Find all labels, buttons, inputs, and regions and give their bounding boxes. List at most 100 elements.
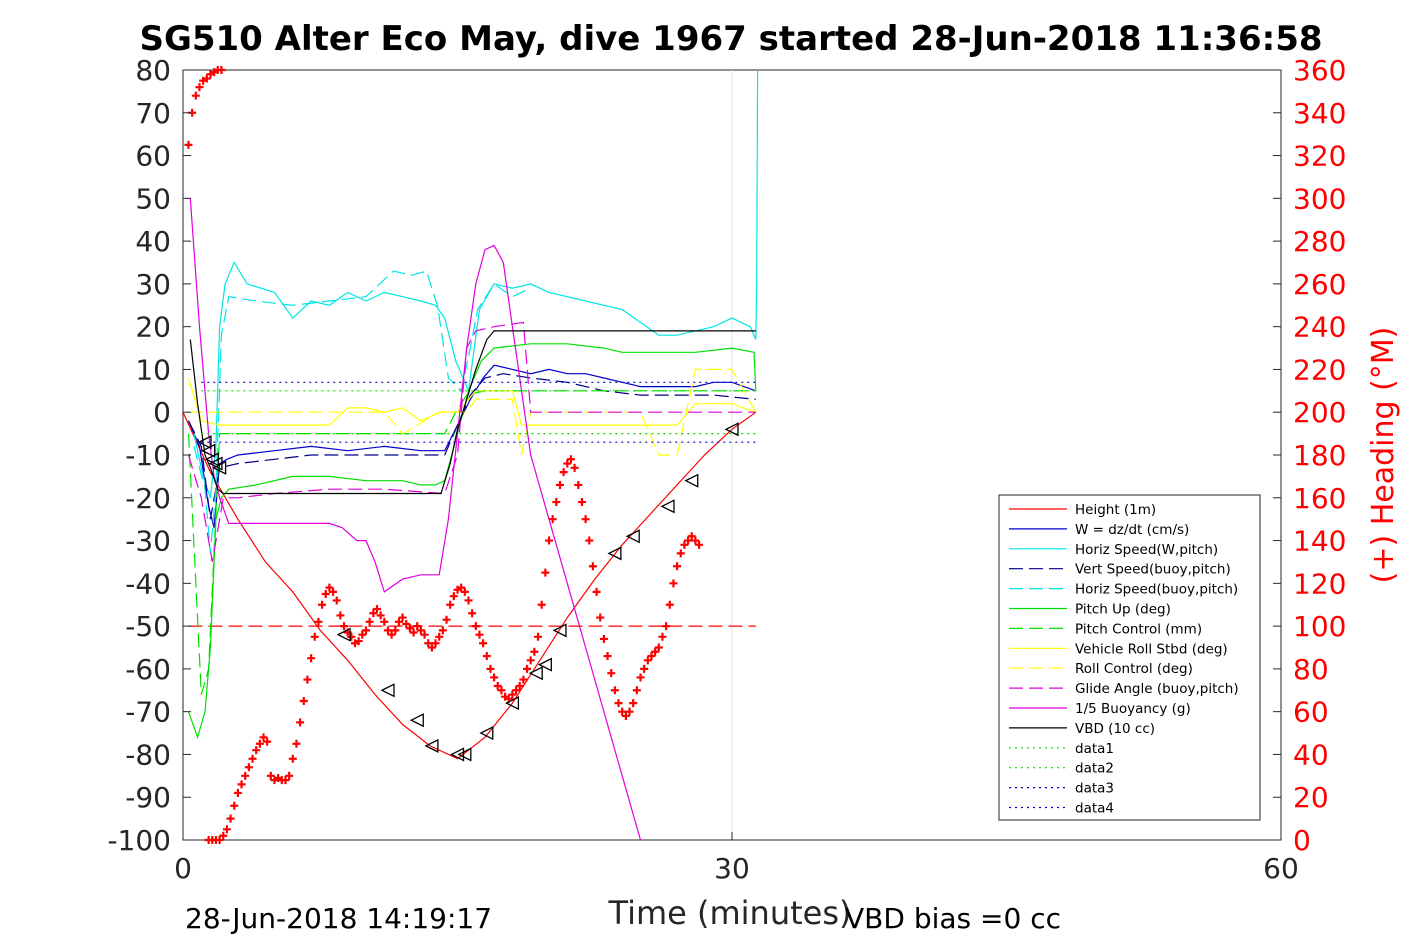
heading-point [195, 83, 204, 92]
heading-point [409, 628, 418, 637]
heading-point [394, 617, 403, 626]
heading-point [523, 664, 532, 673]
y-tick-label: 0 [153, 396, 171, 429]
legend-entry: data3 [1075, 781, 1114, 797]
y-tick-label: 70 [135, 97, 171, 130]
heading-point [545, 536, 553, 545]
y2-tick-label: 40 [1293, 738, 1329, 771]
heading-point [548, 515, 557, 524]
y-tick-label: -80 [125, 738, 171, 771]
heading-point [512, 686, 521, 695]
y-tick-label: 40 [135, 225, 171, 258]
legend-entry: 1/5 Buoyancy (g) [1075, 701, 1191, 717]
heading-point [233, 788, 242, 797]
heading-point [332, 596, 341, 605]
heading-point [662, 622, 671, 631]
heading-point [365, 617, 374, 626]
heading-point [222, 825, 231, 834]
heading-point [574, 480, 583, 489]
series-line-w-dz-dt-cm-s [187, 364, 757, 528]
heading-point [184, 140, 193, 149]
height-marker [684, 473, 699, 488]
heading-point [695, 540, 704, 549]
heading-point [449, 592, 458, 601]
legend-entry: data4 [1075, 801, 1114, 817]
heading-point [191, 91, 200, 100]
heading-point [248, 754, 257, 763]
heading-point [618, 707, 627, 716]
y2-tick-label: 160 [1293, 482, 1346, 515]
series-line-vert-speed-buoy-pitch [187, 373, 756, 520]
series-line-pitch-up-deg [187, 343, 757, 740]
x-axis: 0 30 60 [174, 832, 1299, 885]
y2-tick-label: 280 [1293, 225, 1346, 258]
heading-point [658, 632, 667, 641]
series-line-horiz-speed-w-pitch [193, 69, 759, 498]
heading-point [599, 634, 608, 643]
heading-point [380, 617, 389, 626]
y2-tick-label: 140 [1293, 525, 1346, 558]
height-marker [552, 623, 567, 638]
series-line-horiz-speed-buoy-pitch [193, 270, 531, 554]
heading-point [383, 626, 392, 635]
heading-point [647, 652, 656, 661]
heading-point [307, 654, 316, 663]
marker-layer [184, 66, 739, 844]
heading-point [541, 568, 550, 577]
heading-point [438, 626, 447, 635]
heading-point [263, 737, 272, 746]
height-marker [537, 657, 552, 672]
heading-point [318, 600, 327, 609]
legend-entry: Glide Angle (buoy,pitch) [1075, 681, 1239, 697]
height-marker [424, 738, 439, 753]
heading-point [215, 836, 224, 844]
heading-point [468, 609, 477, 618]
heading-point [691, 536, 700, 545]
heading-point [475, 630, 484, 639]
y2-tick-label: 100 [1293, 610, 1346, 643]
heading-point [537, 600, 546, 609]
y2-tick-label: 300 [1293, 182, 1346, 215]
heading-point [614, 699, 623, 708]
legend-entry: Pitch Control (mm) [1075, 621, 1202, 637]
heading-point [217, 66, 226, 74]
heading-point [391, 626, 400, 635]
heading-point [673, 562, 682, 571]
y-tick-label: -40 [125, 567, 171, 600]
y-tick-label: 60 [135, 140, 171, 173]
y2-tick-label: 20 [1293, 781, 1329, 814]
heading-point [665, 600, 674, 609]
heading-point [424, 639, 433, 648]
heading-point [420, 630, 429, 639]
y2-tick-label: 340 [1293, 97, 1346, 130]
heading-point [636, 673, 645, 682]
y2-tick-label: 320 [1293, 140, 1346, 173]
heading-point [442, 615, 451, 624]
y-tick-label: -10 [125, 439, 171, 472]
heading-point [497, 686, 506, 695]
y-tick-label: -90 [125, 781, 171, 814]
heading-point [490, 673, 499, 682]
legend-entry: Vert Speed(buoy,pitch) [1075, 562, 1231, 578]
heading-point [369, 609, 378, 618]
y-tick-label: -50 [125, 610, 171, 643]
heading-point [336, 611, 345, 620]
heading-point [534, 632, 543, 641]
y-tick-label: -70 [125, 696, 171, 729]
legend-entry: Vehicle Roll Stbd (deg) [1075, 641, 1228, 657]
height-marker [479, 726, 494, 741]
heading-point [621, 711, 630, 720]
heading-point [684, 536, 693, 545]
heading-point [358, 630, 367, 639]
heading-point [310, 632, 319, 641]
legend-entry: data2 [1075, 761, 1114, 777]
heading-point [581, 515, 590, 524]
heading-point [398, 613, 407, 622]
heading-point [640, 664, 649, 673]
heading-point [669, 579, 678, 588]
series-line-roll-control-deg [188, 368, 757, 456]
heading-point [255, 739, 264, 748]
height-marker [409, 713, 424, 728]
heading-point [651, 647, 660, 656]
heading-point [555, 480, 564, 489]
